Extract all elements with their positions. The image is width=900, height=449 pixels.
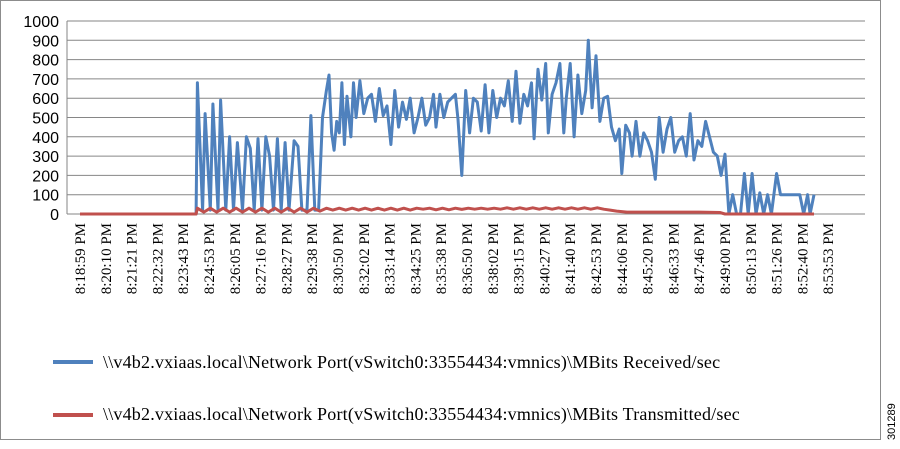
x-tick-label: 8:38:02 PM — [486, 223, 502, 294]
legend-item-transmitted: \\v4b2.vxiaas.local\Network Port(vSwitch… — [53, 403, 743, 427]
x-tick-label: 8:35:38 PM — [434, 223, 450, 294]
x-tick-label: 8:53:53 PM — [821, 223, 837, 294]
y-tick-label: 700 — [32, 72, 59, 89]
x-tick-label: 8:18:59 PM — [73, 223, 89, 294]
x-tick-label: 8:40:27 PM — [537, 223, 553, 294]
legend-label-received: \\v4b2.vxiaas.local\Network Port(vSwitch… — [103, 351, 721, 372]
chart-frame: 0 100 200 300 400 500 600 700 800 900 1000 8:18:59 … — [0, 0, 881, 440]
y-tick-label: 400 — [32, 130, 59, 147]
y-tick-label: 200 — [32, 168, 59, 185]
y-tick-label: 500 — [32, 111, 59, 128]
x-tick-label: 8:28:27 PM — [279, 223, 295, 294]
series-line-received — [80, 38, 816, 216]
y-tick-label: 100 — [32, 188, 59, 205]
legend-item-received: \\v4b2.vxiaas.local\Network Port(vSwitch… — [53, 350, 720, 374]
x-tick-label: 8:49:00 PM — [718, 223, 734, 294]
x-tick-label: 8:30:50 PM — [331, 223, 347, 294]
y-tick-label: 300 — [32, 149, 59, 166]
legend-label-transmitted: \\v4b2.vxiaas.local\Network Port(vSwitch… — [103, 404, 740, 424]
y-tick-label: 900 — [32, 33, 59, 50]
figure-id-text: 301289 — [886, 403, 898, 440]
x-tick-label: 8:34:25 PM — [408, 223, 424, 294]
x-tick-label: 8:33:14 PM — [383, 223, 399, 294]
x-tick-label: 8:24:53 PM — [202, 223, 218, 294]
legend-swatch-received — [53, 360, 93, 364]
x-tick-label: 8:22:32 PM — [150, 223, 166, 294]
x-tick-label: 8:45:20 PM — [641, 223, 657, 294]
x-tick-label: 8:46:33 PM — [666, 223, 682, 294]
x-tick-label: 8:44:06 PM — [615, 223, 631, 294]
figure-id: 301289 — [884, 403, 898, 444]
x-tick-label: 8:26:05 PM — [228, 223, 244, 294]
x-tick-label: 8:23:43 PM — [176, 223, 192, 294]
x-tick-label: 8:42:53 PM — [589, 223, 605, 294]
x-tick-label: 8:32:02 PM — [357, 223, 373, 294]
x-tick-label: 8:21:21 PM — [125, 223, 141, 294]
x-tick-label: 8:51:26 PM — [770, 223, 786, 294]
x-tick-label: 8:20:10 PM — [99, 223, 115, 294]
x-tick-label: 8:50:13 PM — [744, 223, 760, 294]
series-line-transmitted — [80, 206, 814, 216]
y-tick-label: 0 — [50, 207, 59, 224]
legend-swatch-transmitted — [53, 413, 93, 417]
x-tick-label: 8:47:46 PM — [692, 223, 708, 294]
x-tick-label: 8:29:38 PM — [305, 223, 321, 294]
line-chart: 0 100 200 300 400 500 600 700 800 900 1000 8:18:59 … — [23, 14, 865, 294]
x-tick-label: 8:52:40 PM — [795, 223, 811, 294]
x-tick-label: 8:27:16 PM — [254, 223, 270, 294]
x-tick-label: 8:41:40 PM — [563, 223, 579, 294]
x-tick-label: 8:39:15 PM — [512, 223, 528, 294]
y-tick-label: 1000 — [23, 14, 59, 31]
x-tick-label: 8:36:50 PM — [460, 223, 476, 294]
y-tick-label: 600 — [32, 91, 59, 108]
y-tick-label: 800 — [32, 53, 59, 70]
